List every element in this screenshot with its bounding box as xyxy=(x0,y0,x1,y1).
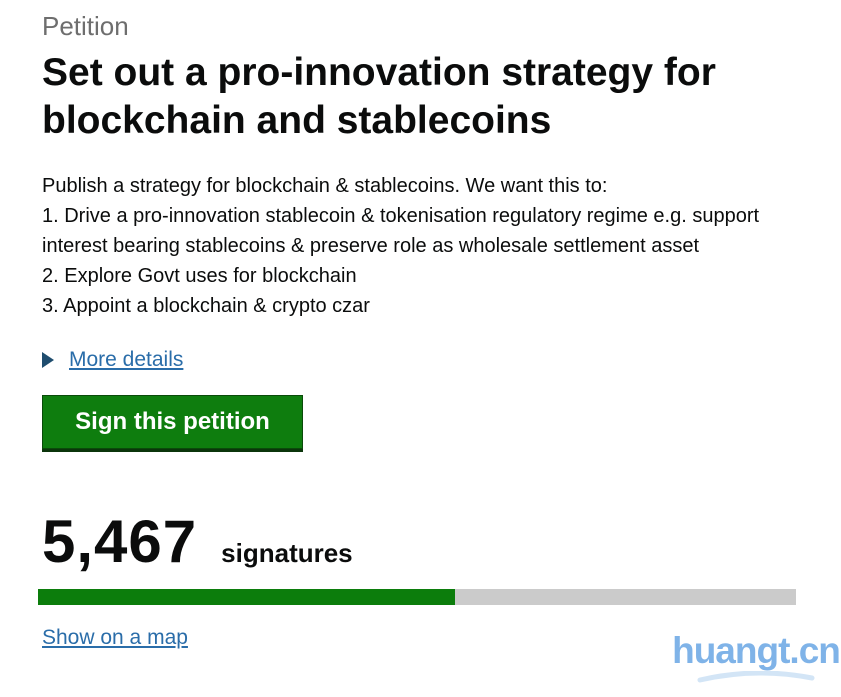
signature-summary: 5,467 signatures xyxy=(42,507,797,576)
description-line: 2. Explore Govt uses for blockchain xyxy=(42,265,357,288)
description-line: 1. Drive a pro-innovation stablecoin & t… xyxy=(42,205,760,258)
more-details-disclosure[interactable]: More details xyxy=(42,348,797,372)
watermark: huangt.cn xyxy=(671,618,841,697)
signature-count: 5,467 xyxy=(42,508,198,576)
description-line: 3. Appoint a blockchain & crypto czar xyxy=(42,295,370,318)
signature-count-label: signatures xyxy=(221,538,353,569)
sign-petition-button[interactable]: Sign this petition xyxy=(42,395,303,450)
signature-progress-bar xyxy=(38,589,796,606)
page-title: Set out a pro-innovation strategy for bl… xyxy=(42,51,716,143)
petition-description: Publish a strategy for blockchain & stab… xyxy=(42,171,790,321)
petition-page: Petition Set out a pro-innovation strate… xyxy=(38,11,797,650)
description-line: Publish a strategy for blockchain & stab… xyxy=(42,175,608,198)
more-details-link[interactable]: More details xyxy=(69,348,184,372)
right-triangle-icon xyxy=(42,352,54,369)
map-link-row: Show on a map xyxy=(42,626,797,650)
watermark-text: huangt.cn xyxy=(672,630,841,671)
swoosh-icon xyxy=(697,671,815,683)
progress-fill xyxy=(38,589,455,606)
petition-eyebrow: Petition xyxy=(42,11,129,41)
show-on-map-link[interactable]: Show on a map xyxy=(42,626,188,650)
